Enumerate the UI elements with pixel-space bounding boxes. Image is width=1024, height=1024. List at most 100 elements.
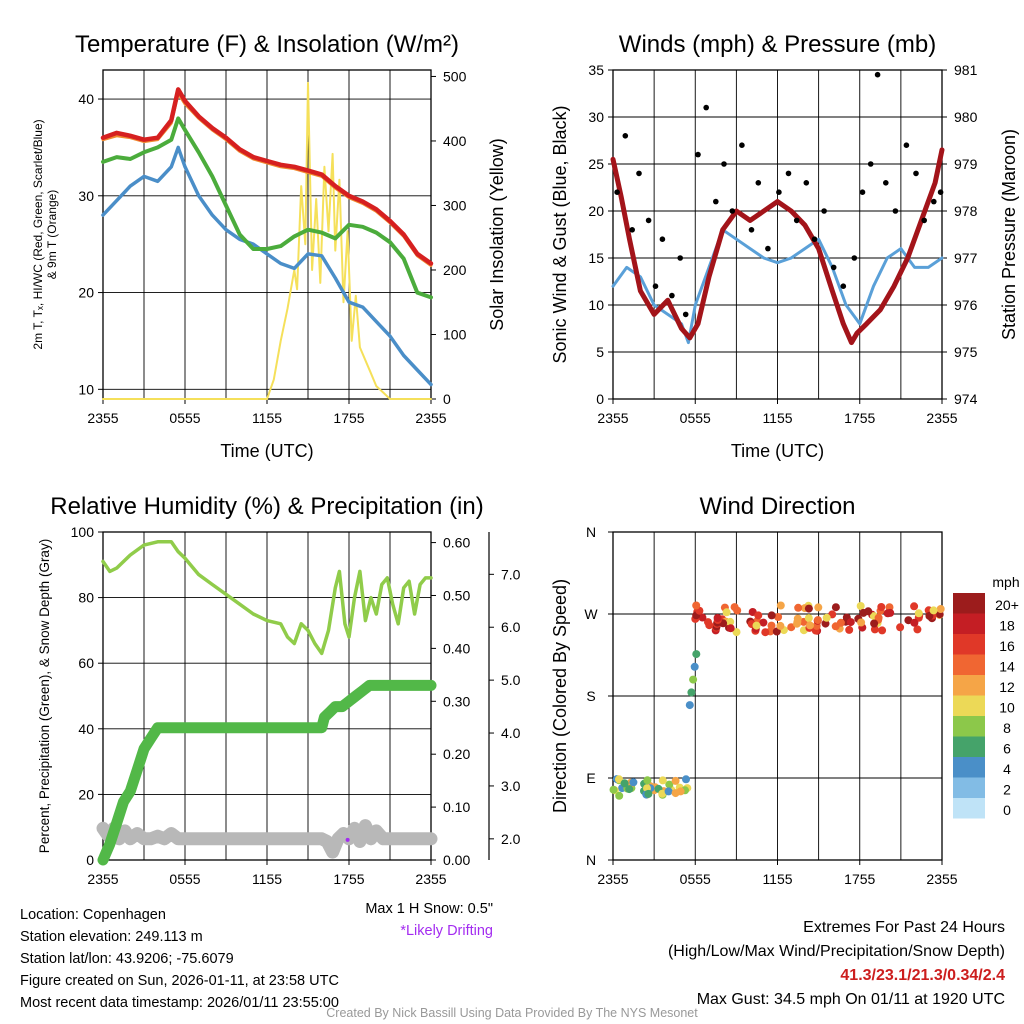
dir-y-tick-label: W (584, 606, 598, 622)
direction-point (609, 785, 618, 794)
gust-point (937, 189, 944, 195)
rh-y-tick-label: 100 (71, 524, 95, 540)
sonic-wind-line (611, 228, 944, 345)
temp-y-tick-label: 30 (78, 188, 94, 204)
direction-point (804, 604, 813, 613)
pressure-y-axis-label: Station Pressure (Maroon) (999, 129, 1019, 340)
direction-point (664, 787, 673, 796)
x-tick-label: 0555 (680, 871, 711, 887)
direction-point (732, 628, 741, 637)
rh-y-tick-label: 60 (78, 655, 94, 671)
temperature-panel: 2355 0555 1155 1755 2355 Temperature (F) & In… (31, 31, 507, 461)
chart-title: Winds (mph) & Pressure (mb) (619, 31, 936, 58)
direction-point (831, 603, 840, 612)
direction-point (870, 619, 879, 628)
elevation-text: Station elevation: 249.113 m (20, 929, 203, 945)
wind-y-tick-label: 0 (596, 391, 604, 407)
direction-point (904, 616, 913, 625)
direction-point (752, 621, 761, 630)
x-tick-label: 1155 (252, 871, 282, 887)
legend-swatch (953, 654, 985, 675)
direction-point (910, 618, 919, 627)
wind-y-tick-label: 5 (596, 344, 604, 360)
x-tick-label: 0555 (169, 410, 200, 426)
pressure-y-tick-label: 975 (954, 344, 978, 360)
legend-label: 18 (999, 618, 1015, 634)
x-tick-label: 2355 (597, 410, 628, 426)
gust-point (695, 151, 701, 158)
chart-title: Relative Humidity (%) & Precipitation (i… (50, 493, 483, 520)
direction-point (658, 776, 667, 785)
legend-swatch (953, 675, 985, 696)
direction-point (878, 626, 887, 635)
gust-point (903, 142, 910, 148)
solar-y-axis-label: Solar Insolation (Yellow) (487, 138, 507, 330)
x-tick-label: 2355 (597, 871, 628, 887)
gust-point (785, 170, 792, 177)
legend-swatch (953, 613, 985, 634)
solar-y-tick-label: 100 (443, 326, 467, 342)
x-tick-label: 0555 (680, 410, 711, 426)
legend-label: 10 (999, 700, 1015, 716)
x-axis-label: Time (UTC) (731, 441, 824, 461)
x-tick-label: 2355 (415, 410, 446, 426)
legend-swatch (953, 593, 985, 614)
rh-y-tick-label: 20 (78, 786, 94, 802)
direction-point (733, 606, 742, 615)
rh-y-tick-label: 80 (78, 590, 94, 606)
direction-point (767, 611, 776, 620)
snow-y-tick-label: 6.0 (501, 619, 521, 635)
gust-point (703, 104, 709, 111)
gust-point (830, 264, 837, 271)
chart-title: Wind Direction (699, 493, 855, 520)
direction-point (929, 606, 938, 615)
station-info: Location: Copenhagen Station elevation: … (20, 904, 339, 1014)
gust-point (614, 189, 620, 195)
snow-notes: Max 1 H Snow: 0.5" *Likely Drifting (250, 898, 493, 942)
direction-point (864, 607, 873, 616)
location-text: Location: Copenhagen (20, 907, 166, 923)
direction-point (705, 621, 714, 630)
temp-y-tick-label: 10 (78, 381, 94, 397)
gust-point (721, 161, 727, 167)
direction-point (625, 785, 634, 794)
precip-y-tick-label: 0.40 (443, 640, 470, 656)
x-tick-label: 2355 (926, 871, 957, 887)
direction-point (914, 609, 923, 618)
solar-y-tick-label: 300 (443, 197, 467, 213)
extremes-box: Extremes For Past 24 Hours (High/Low/Max… (668, 916, 1005, 1012)
x-tick-label: 1755 (333, 410, 364, 426)
x-tick-label: 1755 (333, 871, 364, 887)
dir-y-tick-label: N (586, 852, 596, 868)
pressure-y-tick-label: 974 (954, 391, 978, 407)
gust-point (803, 180, 810, 186)
legend-swatch (953, 716, 985, 737)
temperature-line (100, 87, 434, 266)
direction-point (814, 603, 823, 612)
precip-y-tick-label: 0.50 (443, 587, 470, 603)
direction-point (836, 618, 845, 627)
direction-point (874, 613, 883, 622)
direction-point (615, 775, 623, 784)
direction-point (685, 701, 694, 710)
precip-y-tick-label: 0.10 (443, 799, 470, 815)
solar-y-tick-label: 200 (443, 262, 467, 278)
wind-y-axis-label: Sonic Wind & Gust (Blue, Black) (550, 105, 570, 363)
snow-y-tick-label: 4.0 (501, 725, 521, 741)
gust-point (652, 283, 659, 290)
pressure-y-tick-label: 979 (954, 156, 978, 172)
direction-point (644, 789, 653, 798)
rh-y-tick-label: 0 (86, 852, 94, 868)
direction-point (813, 616, 822, 625)
gust-point (892, 208, 899, 214)
pressure-y-tick-label: 976 (954, 297, 978, 313)
direction-point (857, 618, 866, 627)
solar-y-tick-label: 400 (443, 133, 467, 149)
direction-point (620, 779, 629, 788)
legend-label: 0 (1003, 802, 1011, 818)
gust-point (659, 236, 666, 242)
legend-label: 20+ (995, 597, 1019, 613)
legend-label: 16 (999, 638, 1015, 654)
direction-point (846, 618, 855, 627)
